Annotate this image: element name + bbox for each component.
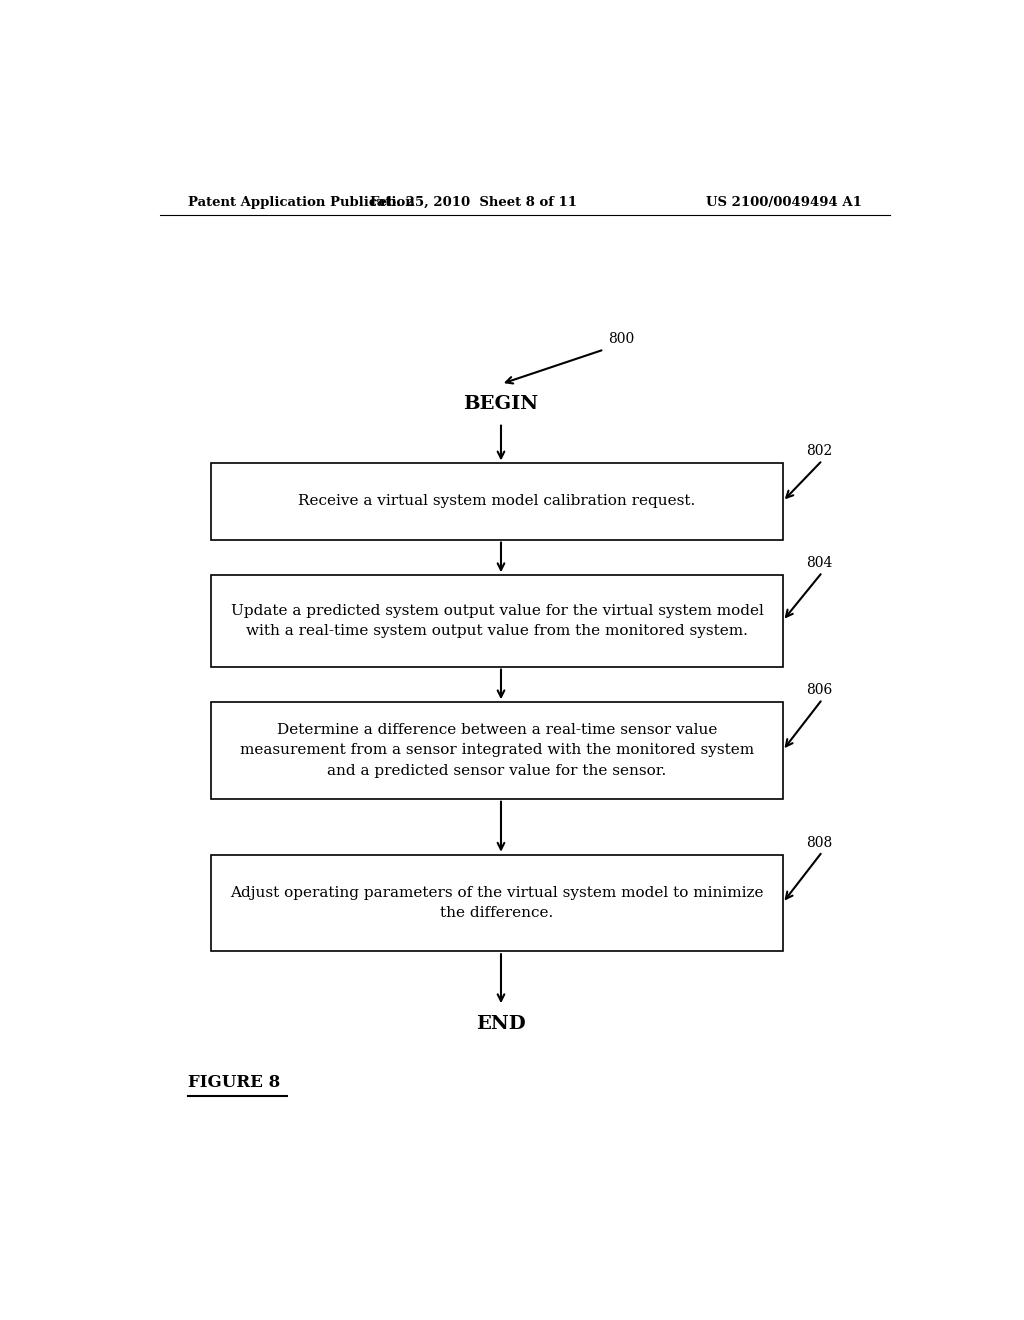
Text: FIGURE 8: FIGURE 8 [187, 1074, 280, 1092]
Text: Update a predicted system output value for the virtual system model
with a real-: Update a predicted system output value f… [230, 603, 764, 638]
Text: END: END [476, 1015, 526, 1034]
Text: 800: 800 [608, 333, 635, 346]
Text: 802: 802 [807, 445, 833, 458]
FancyBboxPatch shape [211, 702, 782, 799]
Text: Receive a virtual system model calibration request.: Receive a virtual system model calibrati… [298, 495, 695, 508]
Text: 806: 806 [807, 682, 833, 697]
Text: Adjust operating parameters of the virtual system model to minimize
the differen: Adjust operating parameters of the virtu… [230, 886, 764, 920]
Text: 804: 804 [807, 556, 833, 570]
FancyBboxPatch shape [211, 576, 782, 667]
Text: Determine a difference between a real-time sensor value
measurement from a senso: Determine a difference between a real-ti… [240, 723, 754, 777]
Text: US 2100/0049494 A1: US 2100/0049494 A1 [707, 195, 862, 209]
Text: 808: 808 [807, 836, 833, 850]
FancyBboxPatch shape [211, 463, 782, 540]
Text: BEGIN: BEGIN [464, 396, 539, 413]
Text: Patent Application Publication: Patent Application Publication [187, 195, 415, 209]
FancyBboxPatch shape [211, 854, 782, 952]
Text: Feb. 25, 2010  Sheet 8 of 11: Feb. 25, 2010 Sheet 8 of 11 [370, 195, 577, 209]
